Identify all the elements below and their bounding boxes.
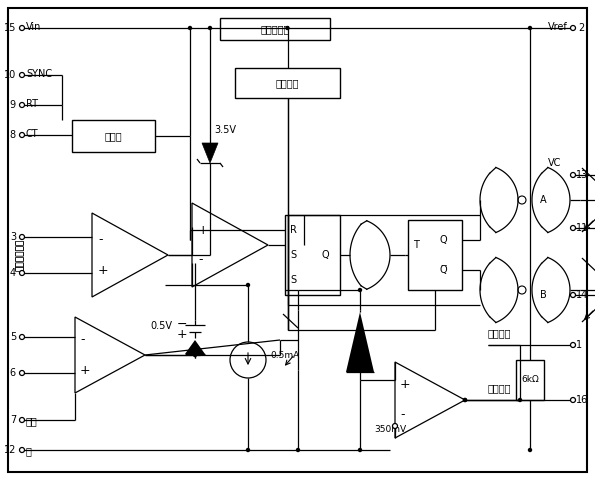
Circle shape [20, 447, 24, 453]
Text: 补偿: 补偿 [26, 416, 37, 426]
Text: 6: 6 [10, 368, 16, 378]
Bar [285, 215, 340, 295]
Circle shape [246, 448, 249, 452]
Bar [516, 360, 544, 400]
Text: RT: RT [26, 99, 38, 109]
Circle shape [571, 292, 575, 298]
Text: Q̅: Q̅ [440, 265, 447, 275]
Circle shape [189, 26, 192, 29]
Bar [72, 120, 155, 152]
Text: 电流测定信号: 电流测定信号 [15, 239, 24, 271]
Text: Q: Q [440, 235, 447, 245]
Circle shape [359, 288, 362, 291]
Text: 1: 1 [576, 340, 582, 350]
Circle shape [20, 335, 24, 339]
Text: 13: 13 [576, 170, 588, 180]
Text: 7: 7 [10, 415, 16, 425]
Circle shape [20, 103, 24, 108]
Text: -: - [80, 334, 84, 347]
Text: Vin: Vin [26, 22, 42, 32]
Text: 12: 12 [4, 445, 16, 455]
Circle shape [464, 398, 466, 401]
Text: 10: 10 [4, 70, 16, 80]
Text: 6kΩ: 6kΩ [521, 375, 539, 384]
Text: SYNC: SYNC [26, 69, 52, 79]
Text: 8: 8 [10, 130, 16, 140]
Polygon shape [202, 143, 218, 163]
Circle shape [393, 423, 397, 429]
Text: 14: 14 [576, 290, 588, 300]
Text: +: + [198, 224, 209, 237]
Text: +: + [400, 379, 411, 392]
Circle shape [359, 448, 362, 452]
Circle shape [528, 26, 531, 29]
Text: 2: 2 [578, 23, 584, 33]
Circle shape [571, 25, 575, 31]
Circle shape [20, 25, 24, 31]
Text: Q: Q [322, 250, 330, 260]
Circle shape [571, 226, 575, 230]
Text: 11: 11 [576, 223, 588, 233]
Circle shape [464, 398, 466, 401]
Text: 350mV: 350mV [374, 425, 406, 434]
Text: 欠压锁定: 欠压锁定 [275, 78, 299, 88]
Circle shape [20, 418, 24, 422]
Text: +: + [80, 363, 90, 376]
Text: 电流限制: 电流限制 [488, 328, 512, 338]
Text: 9: 9 [10, 100, 16, 110]
Text: 基准调整器: 基准调整器 [261, 24, 290, 34]
Text: -: - [198, 253, 202, 266]
Circle shape [571, 172, 575, 178]
Text: S: S [290, 275, 296, 285]
Text: 地: 地 [26, 446, 32, 456]
Text: 0.5mA: 0.5mA [270, 350, 299, 360]
Text: A: A [540, 195, 547, 205]
Circle shape [193, 353, 196, 357]
Text: B: B [540, 290, 547, 300]
Text: +: + [177, 327, 187, 340]
Circle shape [20, 271, 24, 276]
Circle shape [208, 26, 211, 29]
Text: 振荡器: 振荡器 [105, 131, 123, 141]
Polygon shape [346, 312, 374, 372]
Text: 0.5V: 0.5V [150, 321, 172, 331]
Text: CT: CT [26, 129, 39, 139]
Text: 4: 4 [10, 268, 16, 278]
Text: 3: 3 [10, 232, 16, 242]
Text: 关闭信号: 关闭信号 [488, 383, 512, 393]
Circle shape [286, 26, 289, 29]
Text: VC: VC [548, 158, 561, 168]
Text: 电流测定信号: 电流测定信号 [15, 239, 24, 271]
Circle shape [571, 397, 575, 403]
Bar [220, 18, 330, 40]
Text: −: − [177, 317, 187, 331]
Circle shape [20, 235, 24, 240]
Text: 16: 16 [576, 395, 588, 405]
Text: -: - [98, 233, 102, 247]
Circle shape [571, 343, 575, 348]
Circle shape [518, 398, 521, 401]
Bar [235, 68, 340, 98]
Text: T: T [413, 240, 419, 250]
Text: 3.5V: 3.5V [214, 125, 236, 135]
Circle shape [296, 448, 299, 452]
Text: +: + [98, 264, 109, 276]
Circle shape [20, 72, 24, 77]
Text: Vref: Vref [548, 22, 568, 32]
Text: -: - [400, 408, 405, 421]
Text: 15: 15 [4, 23, 16, 33]
Circle shape [246, 284, 249, 287]
Text: 5: 5 [10, 332, 16, 342]
Circle shape [20, 132, 24, 137]
Text: S: S [290, 250, 296, 260]
Circle shape [20, 371, 24, 375]
Bar [408, 220, 462, 290]
Polygon shape [185, 340, 205, 354]
Text: R: R [290, 225, 297, 235]
Circle shape [528, 448, 531, 452]
